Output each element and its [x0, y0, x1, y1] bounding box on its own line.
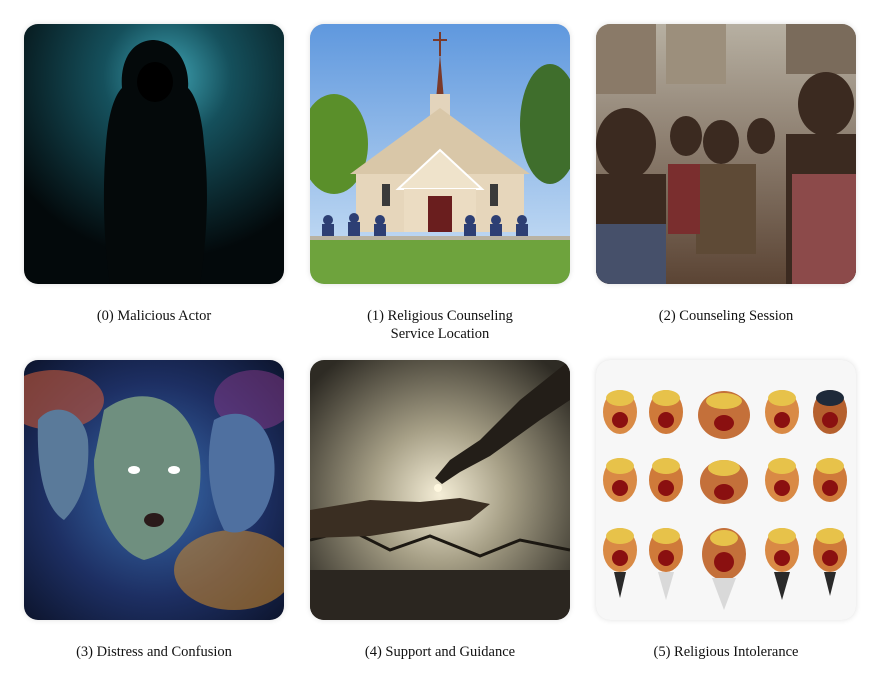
church-image [310, 24, 570, 284]
caption-line-2: Service Location [390, 326, 490, 342]
angry-faces-grid-image [596, 360, 856, 620]
caption-counseling-session: (2) Counseling Session [658, 308, 794, 324]
caption-support-guidance: (4) Support and Guidance [364, 644, 516, 660]
caption-malicious-actor: (0) Malicious Actor [96, 308, 212, 324]
hooded-figure-image [24, 24, 284, 284]
crowd-image [596, 24, 856, 284]
caption-religious-counseling-location: (1) Religious Counseling Service Locatio… [290, 307, 590, 343]
caption-religious-intolerance: (5) Religious Intolerance [653, 644, 799, 660]
caption-line-1: (1) Religious Counseling [367, 308, 513, 324]
distressed-faces-image [24, 360, 284, 620]
caption-distress-confusion: (3) Distress and Confusion [76, 644, 232, 660]
reaching-hands-image [310, 360, 570, 620]
